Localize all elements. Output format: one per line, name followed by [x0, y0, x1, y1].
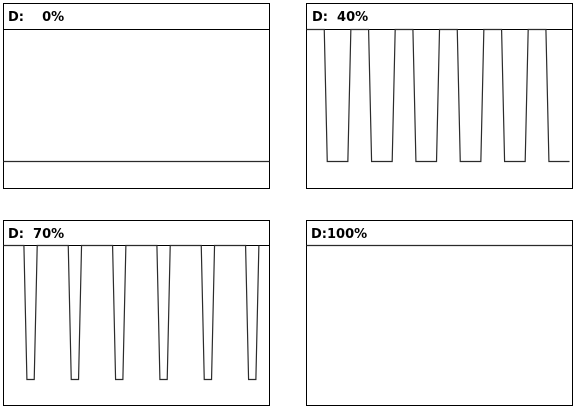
signal-trace-duty-70	[3, 244, 260, 381]
panel-duty-70: D: 70%	[3, 220, 270, 406]
panel-duty-100: D:100%	[306, 220, 573, 406]
signal-trace-duty-40	[306, 28, 570, 163]
panel-frame	[306, 220, 573, 406]
panel-duty-40: D: 40%	[306, 3, 573, 189]
panel-duty-0: D: 0%	[3, 3, 270, 189]
duty-label: D: 0%	[8, 10, 64, 25]
duty-label: D: 40%	[312, 10, 368, 25]
panel-frame	[3, 220, 270, 406]
panel-frame	[3, 3, 270, 189]
duty-label: D: 70%	[8, 227, 64, 242]
duty-label: D:100%	[311, 227, 367, 242]
